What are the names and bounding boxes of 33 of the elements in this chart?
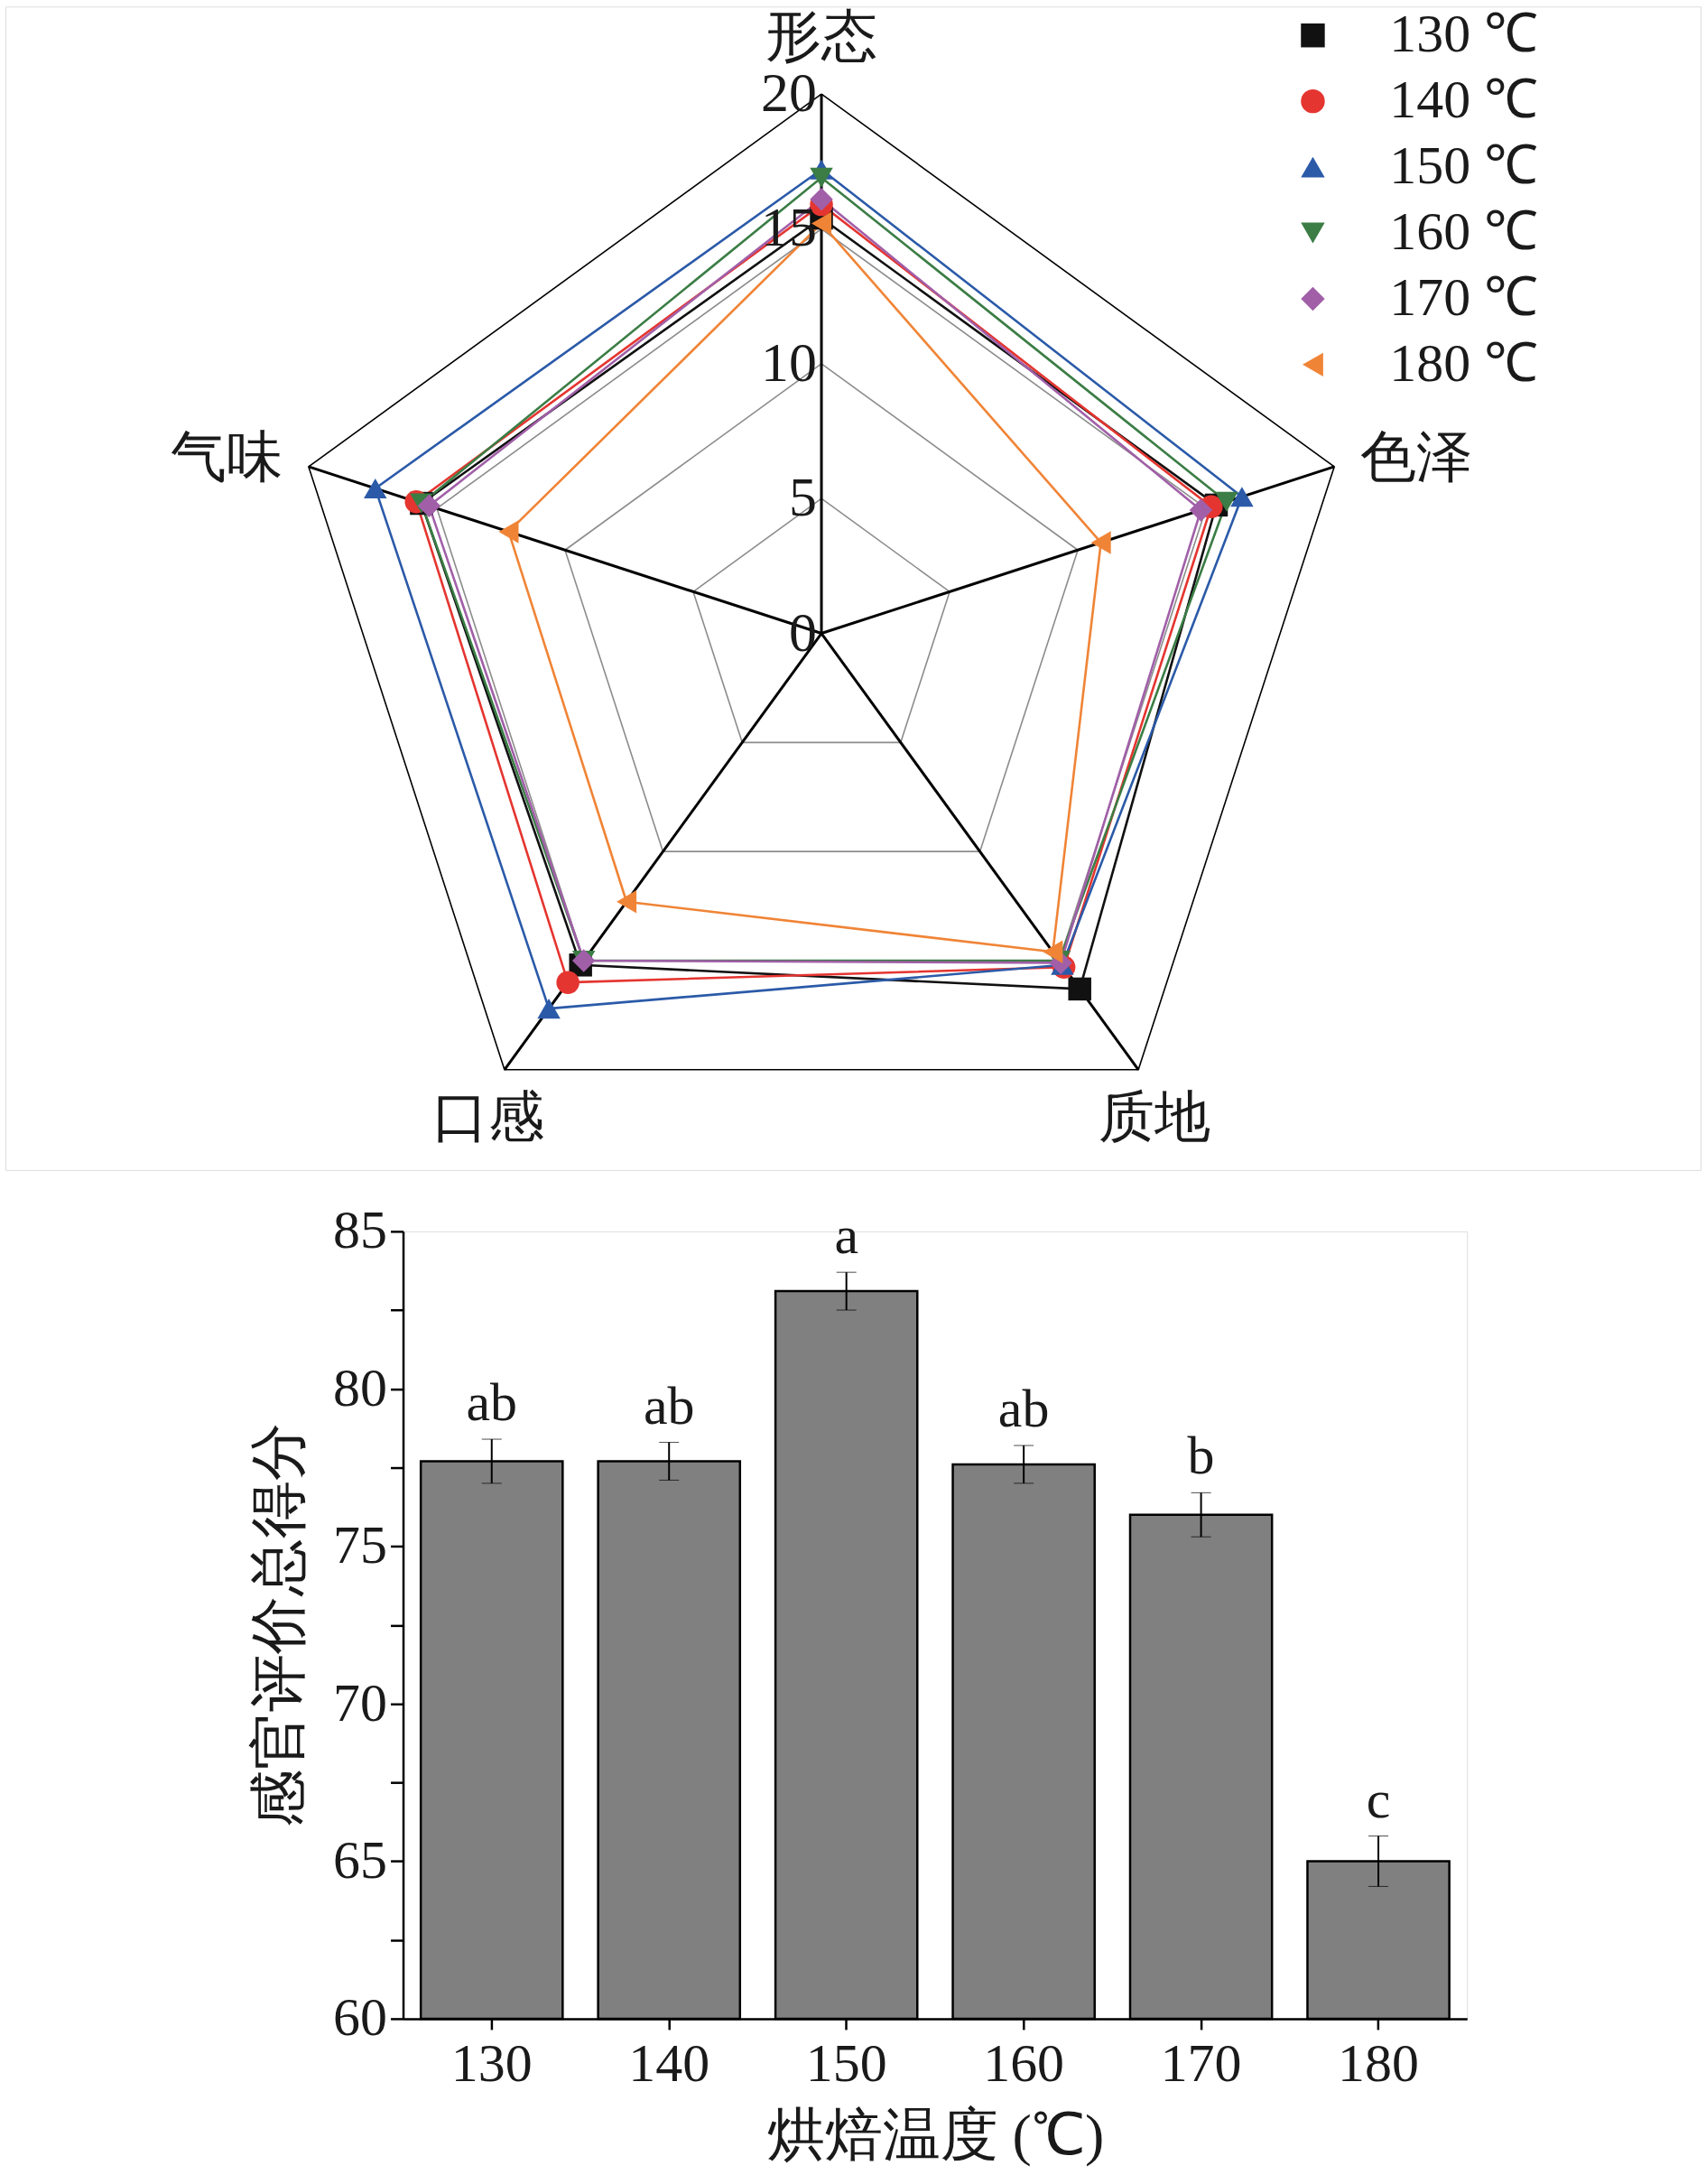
- x-axis-title: 烘焙温度 (℃): [766, 2103, 1105, 2168]
- y-tick-label: 65: [333, 1829, 388, 1890]
- legend-label: 140 ℃: [1389, 70, 1539, 130]
- annotation: a: [834, 1205, 858, 1266]
- legend-label: 150 ℃: [1389, 135, 1539, 196]
- spoke-label: 质地: [1098, 1085, 1210, 1148]
- y-tick-label: 85: [333, 1200, 388, 1260]
- annotation: b: [1187, 1426, 1215, 1486]
- x-tick-label: 180: [1338, 2033, 1419, 2094]
- y-tick-label: 80: [333, 1357, 388, 1417]
- y-tick-label: 10: [761, 330, 818, 393]
- legend-label: 170 ℃: [1389, 266, 1539, 327]
- legend-label: 180 ℃: [1389, 332, 1539, 393]
- spoke-label: 形态: [765, 5, 878, 68]
- annotation: ab: [643, 1375, 695, 1436]
- x-tick-label: 170: [1160, 2033, 1242, 2094]
- spoke-label: 色泽: [1359, 425, 1472, 488]
- y-tick-label: 70: [333, 1672, 388, 1733]
- annotation: c: [1366, 1769, 1391, 1829]
- legend-label: 160 ℃: [1389, 200, 1539, 261]
- x-tick-label: 160: [983, 2033, 1065, 2094]
- legend-label: 130 ℃: [1389, 4, 1539, 64]
- spoke-label: 口感: [432, 1085, 545, 1148]
- annotation: ab: [997, 1379, 1050, 1439]
- y-axis-title: 感官评价总得分: [246, 1423, 311, 1828]
- x-tick-label: 130: [450, 2033, 533, 2094]
- y-tick-label: 5: [789, 466, 818, 528]
- x-tick-label: 150: [805, 2033, 887, 2094]
- y-tick-label: 60: [333, 1987, 388, 2048]
- y-tick-label: 75: [333, 1515, 388, 1575]
- x-tick-label: 140: [628, 2033, 710, 2094]
- spoke-label: 气味: [171, 425, 283, 488]
- annotation: ab: [466, 1372, 518, 1433]
